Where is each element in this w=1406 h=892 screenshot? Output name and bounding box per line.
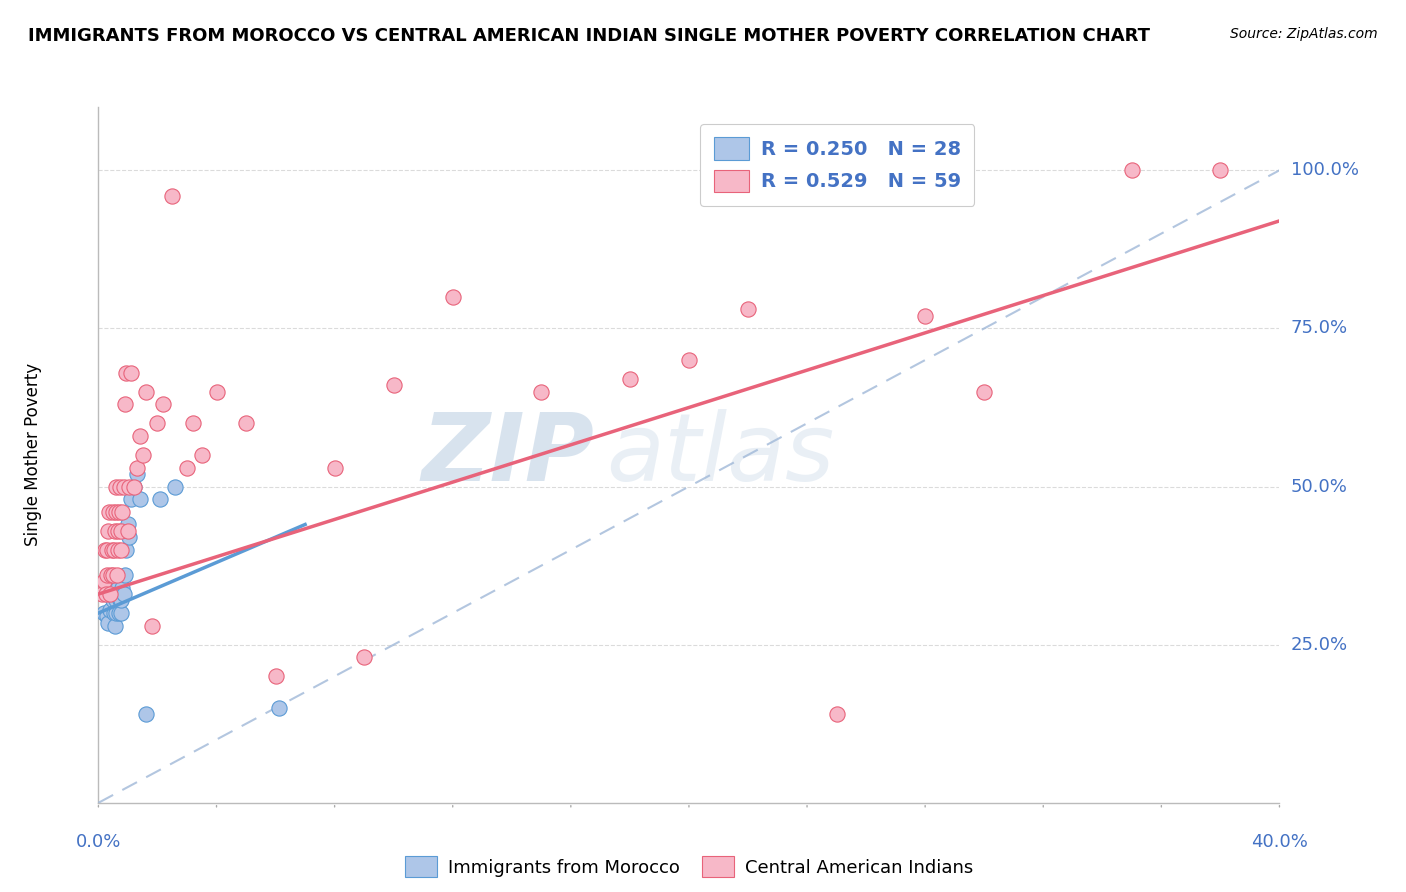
Point [98, 603, 121, 617]
Point [118, 530, 141, 544]
Point [101, 593, 124, 607]
Point [737, 302, 759, 317]
Point [120, 366, 142, 380]
Point [125, 460, 148, 475]
Point [105, 479, 128, 493]
Point [98, 587, 121, 601]
Point [176, 460, 198, 475]
Point [122, 479, 145, 493]
Text: 50.0%: 50.0% [1291, 477, 1347, 496]
Point [94, 587, 117, 601]
Point [112, 479, 135, 493]
Point [96, 568, 118, 582]
Point [101, 505, 124, 519]
Point [117, 524, 139, 538]
Point [914, 309, 936, 323]
Point [132, 448, 155, 462]
Point [165, 479, 187, 493]
Point [104, 606, 127, 620]
Point [1209, 163, 1232, 178]
Point [128, 492, 150, 507]
Point [825, 707, 848, 722]
Point [110, 524, 132, 538]
Point [105, 593, 128, 607]
Point [111, 581, 134, 595]
Point [152, 397, 174, 411]
Text: 100.0%: 100.0% [1291, 161, 1358, 179]
Legend: Immigrants from Morocco, Central American Indians: Immigrants from Morocco, Central America… [398, 849, 980, 884]
Text: Single Mother Poverty: Single Mother Poverty [24, 363, 42, 547]
Point [91, 587, 114, 601]
Point [104, 618, 127, 632]
Point [1121, 163, 1143, 178]
Point [135, 707, 157, 722]
Text: 40.0%: 40.0% [1251, 833, 1308, 851]
Point [93, 606, 115, 620]
Text: 75.0%: 75.0% [1291, 319, 1348, 337]
Text: Source: ZipAtlas.com: Source: ZipAtlas.com [1230, 27, 1378, 41]
Point [205, 384, 228, 399]
Point [678, 353, 700, 368]
Point [108, 606, 131, 620]
Text: atlas: atlas [606, 409, 835, 500]
Point [103, 606, 125, 620]
Point [114, 568, 136, 582]
Point [120, 492, 142, 507]
Point [162, 188, 183, 202]
Point [110, 606, 132, 620]
Point [267, 701, 290, 715]
Text: 0.0%: 0.0% [76, 833, 121, 851]
Point [181, 417, 204, 431]
Point [110, 542, 132, 557]
Point [107, 581, 129, 595]
Point [114, 397, 136, 411]
Point [96, 609, 118, 624]
Point [111, 505, 134, 519]
Point [104, 505, 127, 519]
Text: 25.0%: 25.0% [1291, 636, 1348, 654]
Point [96, 542, 118, 557]
Point [619, 372, 641, 386]
Point [141, 618, 163, 632]
Point [382, 378, 405, 392]
Point [235, 417, 257, 431]
Point [108, 505, 131, 519]
Point [323, 460, 346, 475]
Point [117, 517, 139, 532]
Point [118, 479, 141, 493]
Point [264, 669, 287, 683]
Point [97, 524, 120, 538]
Point [146, 417, 169, 431]
Point [112, 587, 135, 601]
Text: ZIP: ZIP [422, 409, 595, 501]
Point [973, 384, 995, 399]
Point [110, 593, 132, 607]
Point [530, 384, 553, 399]
Point [103, 542, 125, 557]
Point [107, 524, 129, 538]
Point [97, 505, 120, 519]
Point [93, 574, 115, 589]
Point [128, 429, 150, 443]
Point [115, 366, 138, 380]
Point [94, 542, 117, 557]
Point [191, 448, 214, 462]
Point [135, 384, 157, 399]
Point [97, 615, 120, 630]
Point [125, 467, 148, 481]
Point [122, 479, 145, 493]
Point [115, 542, 138, 557]
Point [104, 524, 127, 538]
Point [100, 568, 122, 582]
Point [441, 290, 464, 304]
Point [105, 568, 128, 582]
Point [103, 568, 125, 582]
Point [107, 542, 129, 557]
Point [149, 492, 172, 507]
Point [108, 479, 131, 493]
Point [108, 593, 131, 607]
Point [100, 542, 122, 557]
Point [353, 650, 375, 665]
Text: IMMIGRANTS FROM MOROCCO VS CENTRAL AMERICAN INDIAN SINGLE MOTHER POVERTY CORRELA: IMMIGRANTS FROM MOROCCO VS CENTRAL AMERI… [28, 27, 1150, 45]
